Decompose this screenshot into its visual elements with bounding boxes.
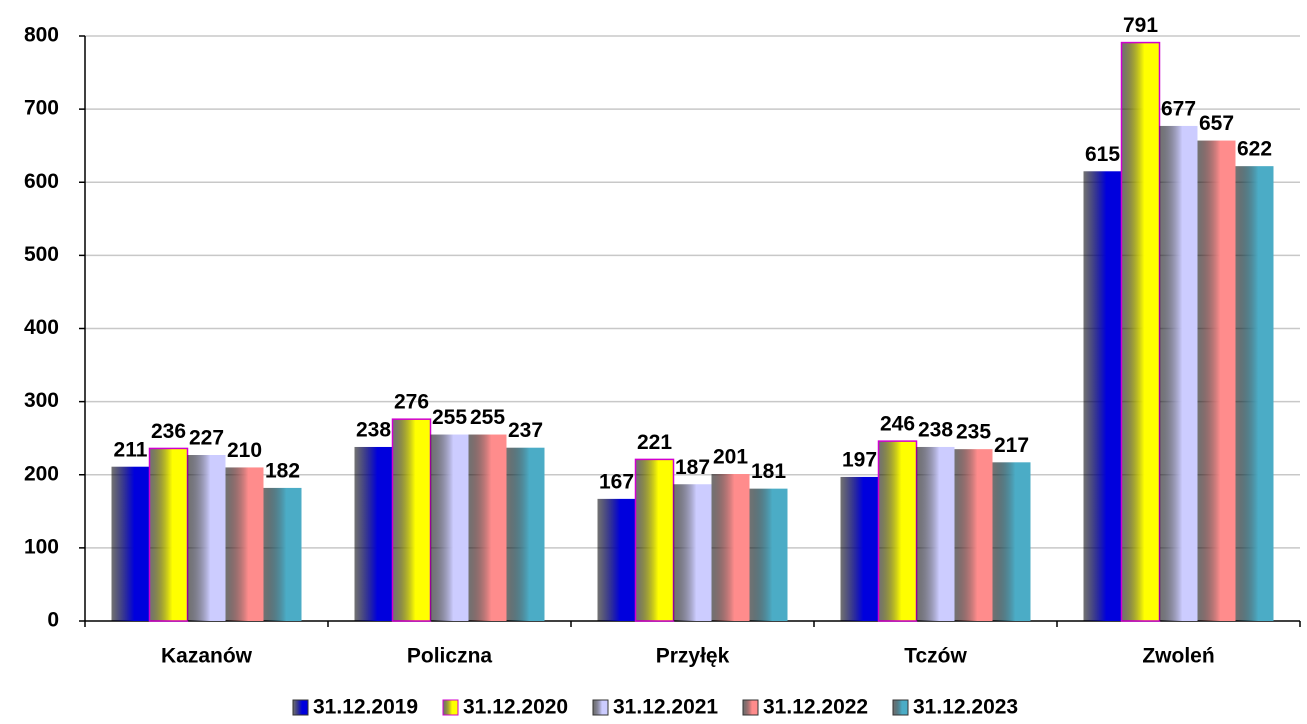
y-tick-label: 0: [47, 609, 59, 632]
legend-label: 31.12.2020: [463, 696, 568, 719]
data-label: 197: [842, 448, 877, 471]
bar: [597, 498, 636, 621]
bar: [1120, 41, 1161, 622]
bar: [840, 476, 879, 621]
x-tick-label: Zwoleń: [1142, 645, 1214, 668]
x-tick-label: Przyłęk: [656, 645, 730, 668]
bar: [468, 434, 507, 621]
legend-label: 31.12.2019: [313, 696, 418, 719]
data-label: 201: [713, 446, 748, 469]
legend-swatch: [892, 699, 909, 716]
data-label: 167: [599, 470, 634, 493]
y-tick-label: 400: [24, 316, 59, 339]
data-label: 227: [189, 427, 224, 450]
bar: [430, 434, 469, 621]
y-tick-label: 300: [24, 389, 59, 412]
bar: [354, 446, 393, 621]
data-label: 657: [1199, 112, 1234, 135]
data-label: 211: [114, 438, 148, 461]
y-tick-label: 600: [24, 170, 59, 193]
data-label: 622: [1237, 138, 1272, 161]
data-label: 187: [675, 456, 710, 479]
data-label: 217: [994, 434, 1029, 457]
data-label: 238: [356, 419, 391, 442]
y-tick-label: 100: [24, 535, 59, 558]
bar: [391, 418, 432, 622]
bar: [992, 462, 1031, 621]
data-label: 615: [1085, 143, 1120, 166]
data-label: 237: [508, 419, 543, 442]
data-label: 221: [637, 431, 672, 454]
data-label: 255: [432, 406, 467, 429]
data-label: 791: [1123, 14, 1158, 37]
legend-label: 31.12.2023: [913, 696, 1018, 719]
data-label: 181: [751, 460, 786, 483]
bar: [877, 440, 918, 622]
data-label: 236: [151, 420, 186, 443]
bar: [187, 455, 226, 621]
bar: [148, 447, 189, 622]
y-tick-label: 200: [24, 462, 59, 485]
x-tick-label: Kazanów: [161, 645, 253, 668]
bar: [954, 449, 993, 621]
data-label: 677: [1161, 97, 1196, 120]
legend-swatch: [592, 699, 609, 716]
bar: [1235, 166, 1274, 621]
bar: [711, 474, 750, 621]
y-tick-label: 800: [24, 24, 59, 47]
legend-swatch: [742, 699, 759, 716]
legend-label: 31.12.2021: [613, 696, 718, 719]
bar: [1083, 171, 1122, 621]
legend-label: 31.12.2022: [763, 696, 868, 719]
bar: [506, 447, 545, 621]
bar: [1197, 140, 1236, 621]
x-tick-label: Policzna: [407, 645, 493, 668]
bar: [1159, 125, 1198, 621]
bar: [634, 458, 675, 622]
y-tick-label: 500: [24, 243, 59, 266]
data-label: 210: [227, 439, 262, 462]
data-label: 255: [470, 406, 505, 429]
x-tick-label: Tczów: [904, 645, 967, 668]
data-label: 238: [918, 419, 953, 442]
data-label: 235: [956, 421, 991, 444]
bar: [749, 488, 788, 621]
bar: [916, 446, 955, 621]
data-label: 246: [880, 413, 915, 436]
legend-swatch: [292, 699, 309, 716]
data-label: 276: [394, 391, 429, 414]
bar: [263, 487, 302, 621]
data-label: 182: [265, 459, 300, 482]
bar: [225, 467, 264, 621]
y-tick-label: 700: [24, 97, 59, 120]
bar: [111, 466, 150, 621]
bar: [673, 484, 712, 621]
legend-swatch: [442, 699, 459, 716]
